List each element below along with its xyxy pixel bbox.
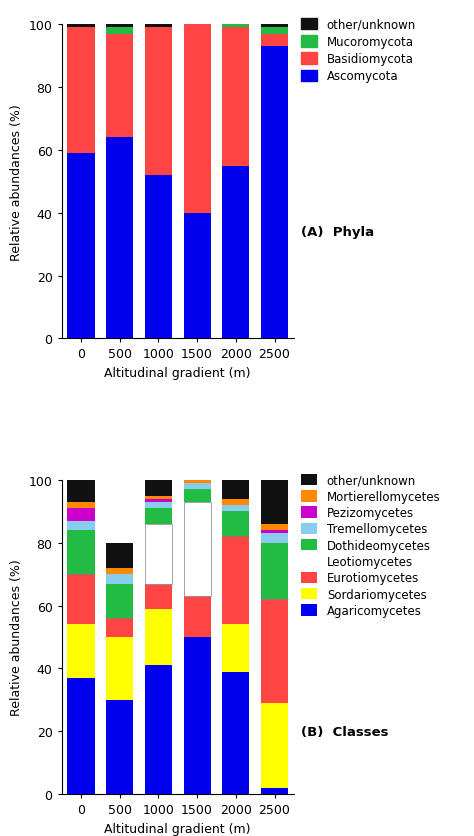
Bar — [261, 25, 288, 28]
Bar — [261, 703, 288, 788]
Text: (A)  Phyla: (A) Phyla — [301, 226, 374, 239]
Bar — [183, 637, 210, 794]
Bar — [145, 665, 172, 794]
Y-axis label: Relative abundances (%): Relative abundances (%) — [10, 559, 23, 716]
Bar — [261, 47, 288, 339]
Bar — [183, 25, 210, 213]
Bar — [261, 531, 288, 533]
Bar — [222, 166, 249, 339]
Bar — [67, 531, 94, 574]
Bar — [106, 700, 133, 794]
Bar — [145, 480, 172, 496]
Bar — [222, 624, 249, 672]
Bar — [183, 480, 210, 483]
Bar — [67, 624, 94, 678]
Bar — [106, 637, 133, 700]
Bar — [106, 619, 133, 637]
Bar — [67, 508, 94, 521]
Bar — [222, 480, 249, 499]
Bar — [106, 25, 133, 28]
Bar — [106, 584, 133, 619]
Bar — [183, 213, 210, 339]
Bar — [183, 596, 210, 637]
Bar — [261, 34, 288, 47]
Bar — [261, 543, 288, 599]
Bar — [222, 537, 249, 624]
Bar — [106, 34, 133, 138]
Bar — [106, 28, 133, 34]
Legend: other/unknown, Mortierellomycetes, Pezizomycetes, Tremellomycetes, Dothideomycet: other/unknown, Mortierellomycetes, Peziz… — [301, 474, 440, 617]
Bar — [222, 28, 249, 166]
Bar — [67, 574, 94, 624]
Bar — [261, 599, 288, 703]
Bar — [106, 543, 133, 568]
Text: (B)  Classes: (B) Classes — [301, 725, 388, 738]
Bar — [67, 28, 94, 154]
Bar — [145, 176, 172, 339]
Bar — [261, 524, 288, 531]
Bar — [145, 609, 172, 665]
Bar — [145, 499, 172, 502]
Bar — [183, 490, 210, 502]
Bar — [183, 483, 210, 490]
Bar — [261, 533, 288, 543]
Bar — [145, 524, 172, 584]
Bar — [261, 788, 288, 794]
Y-axis label: Relative abundances (%): Relative abundances (%) — [10, 104, 23, 260]
Bar — [145, 28, 172, 176]
Legend: other/unknown, Mucoromycota, Basidiomycota, Ascomycota: other/unknown, Mucoromycota, Basidiomyco… — [301, 18, 416, 83]
X-axis label: Altitudinal gradient (m): Altitudinal gradient (m) — [104, 822, 251, 834]
Bar — [67, 154, 94, 339]
Bar — [106, 568, 133, 574]
Bar — [67, 502, 94, 508]
Bar — [67, 678, 94, 794]
Bar — [67, 480, 94, 502]
Bar — [67, 25, 94, 28]
Bar — [145, 25, 172, 28]
Bar — [145, 502, 172, 508]
Bar — [67, 521, 94, 531]
X-axis label: Altitudinal gradient (m): Altitudinal gradient (m) — [104, 366, 251, 380]
Bar — [183, 502, 210, 596]
Bar — [222, 499, 249, 506]
Bar — [145, 496, 172, 499]
Bar — [261, 480, 288, 524]
Bar — [106, 138, 133, 339]
Bar — [145, 508, 172, 524]
Bar — [261, 28, 288, 34]
Bar — [222, 506, 249, 512]
Bar — [222, 512, 249, 537]
Bar — [222, 672, 249, 794]
Bar — [145, 584, 172, 609]
Bar — [222, 25, 249, 28]
Bar — [106, 574, 133, 584]
